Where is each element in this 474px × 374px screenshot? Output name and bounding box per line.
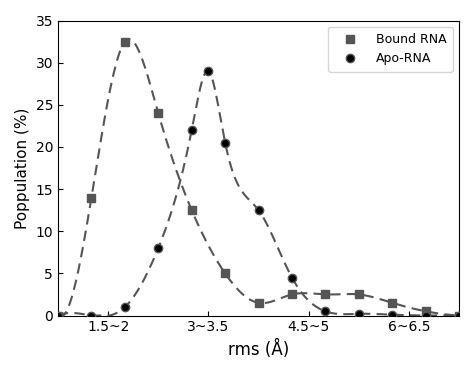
Apo-RNA bbox=[456, 313, 462, 318]
Apo-RNA bbox=[122, 305, 128, 309]
Bound RNA bbox=[222, 271, 228, 276]
Bound RNA bbox=[356, 292, 362, 297]
Apo-RNA bbox=[206, 69, 211, 73]
Apo-RNA bbox=[289, 275, 295, 280]
Bound RNA bbox=[423, 309, 428, 313]
Bound RNA bbox=[89, 195, 94, 200]
Apo-RNA bbox=[155, 246, 161, 250]
Bound RNA bbox=[155, 111, 161, 116]
Bound RNA bbox=[456, 313, 462, 318]
Bound RNA bbox=[255, 301, 261, 305]
Line: Bound RNA: Bound RNA bbox=[54, 37, 463, 320]
Apo-RNA bbox=[356, 312, 362, 316]
Apo-RNA bbox=[423, 313, 428, 318]
Bound RNA bbox=[189, 208, 194, 212]
Apo-RNA bbox=[55, 313, 61, 318]
Bound RNA bbox=[289, 292, 295, 297]
Bound RNA bbox=[322, 292, 328, 297]
Bound RNA bbox=[55, 313, 61, 318]
Apo-RNA bbox=[255, 208, 261, 212]
Apo-RNA bbox=[222, 141, 228, 145]
Apo-RNA bbox=[189, 128, 194, 132]
X-axis label: rms (Å): rms (Å) bbox=[228, 340, 289, 359]
Apo-RNA bbox=[389, 312, 395, 317]
Bound RNA bbox=[122, 39, 128, 44]
Bound RNA bbox=[389, 301, 395, 305]
Line: Apo-RNA: Apo-RNA bbox=[54, 67, 463, 320]
Apo-RNA bbox=[322, 309, 328, 313]
Legend: Bound RNA, Apo-RNA: Bound RNA, Apo-RNA bbox=[328, 27, 453, 71]
Apo-RNA bbox=[89, 313, 94, 318]
Y-axis label: Poppulation (%): Poppulation (%) bbox=[15, 107, 30, 229]
